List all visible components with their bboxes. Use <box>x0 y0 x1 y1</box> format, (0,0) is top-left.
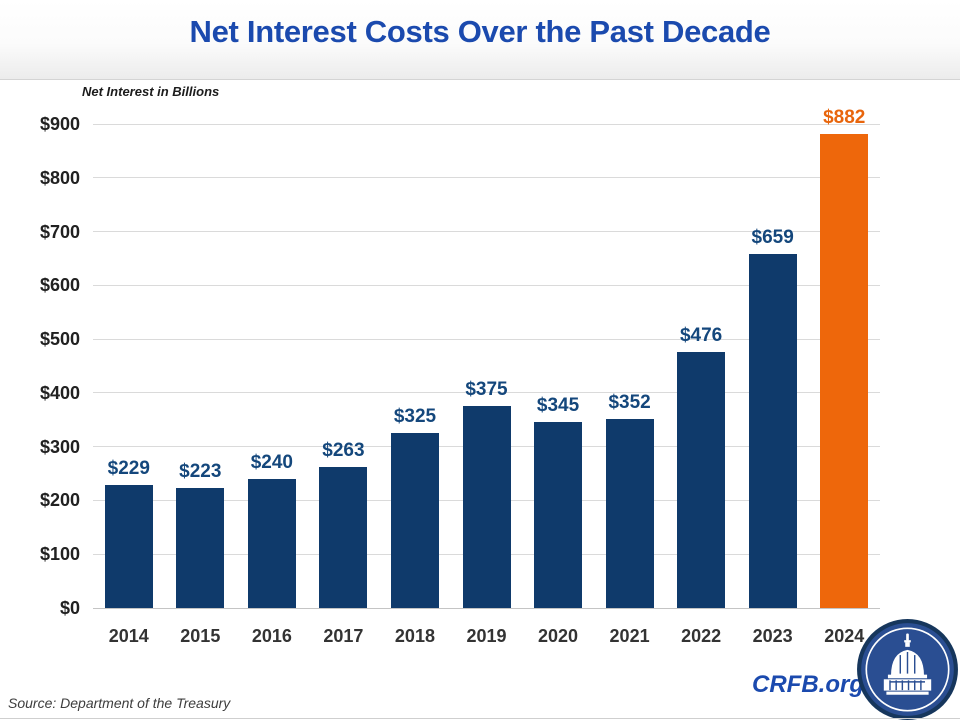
gridline <box>93 231 880 233</box>
y-tick-label: $500 <box>39 329 80 350</box>
bar-value-label: $223 <box>179 461 222 483</box>
y-tick-label: $0 <box>59 598 80 618</box>
bar-value-label: $476 <box>679 325 723 347</box>
y-tick-label: $800 <box>39 167 80 188</box>
y-tick-label: $900 <box>39 114 80 134</box>
bar-2019 <box>462 406 511 608</box>
x-tick-label: 2024 <box>824 626 865 646</box>
page-title: Net Interest Costs Over the Past Decade <box>189 14 771 49</box>
bar-value-label: $263 <box>322 439 365 461</box>
source-note: Source: Department of the Treasury <box>8 695 231 711</box>
bar-value-label: $352 <box>608 391 651 413</box>
gridline <box>93 338 880 340</box>
gridline <box>93 177 880 179</box>
y-tick-label: $700 <box>39 221 80 242</box>
x-tick-label: 2016 <box>251 626 292 646</box>
gridline <box>93 392 880 394</box>
bar-value-label: $882 <box>823 106 866 128</box>
y-tick-label: $600 <box>39 275 80 296</box>
bar-2018 <box>390 433 439 608</box>
y-tick-label: $200 <box>39 490 80 511</box>
y-tick-label: $300 <box>39 436 80 457</box>
bottom-divider <box>0 718 960 719</box>
bar-2014 <box>104 484 153 608</box>
bar-2020 <box>534 422 583 608</box>
brand-text: CRFB.org <box>752 671 864 698</box>
x-tick-label: 2018 <box>394 626 435 646</box>
crfb-capitol-logo-icon <box>857 619 958 720</box>
gridline <box>93 284 880 286</box>
bar-2015 <box>176 488 225 608</box>
y-tick-label: $100 <box>39 544 80 565</box>
x-tick-label: 2014 <box>108 626 149 646</box>
bar-2024 <box>820 133 869 608</box>
bar-2021 <box>605 418 654 608</box>
y-axis-caption: Net Interest in Billions <box>82 84 220 99</box>
bar-2017 <box>319 466 368 608</box>
bar-value-label: $345 <box>536 395 580 417</box>
x-tick-label: 2022 <box>681 626 722 646</box>
bar-value-label: $229 <box>107 457 150 479</box>
bar-value-label: $240 <box>250 451 293 473</box>
x-tick-label: 2015 <box>180 626 221 646</box>
bar-value-label: $659 <box>751 226 794 248</box>
x-tick-label: 2021 <box>609 626 650 646</box>
bar-value-label: $375 <box>465 379 508 401</box>
x-tick-label: 2023 <box>752 626 793 646</box>
bar-2016 <box>247 478 296 608</box>
gridline <box>93 123 880 125</box>
y-tick-label: $400 <box>39 382 80 403</box>
bar-2022 <box>677 352 726 608</box>
x-tick-label: 2017 <box>323 626 364 646</box>
x-tick-label: 2019 <box>466 626 507 646</box>
x-tick-label: 2020 <box>538 626 579 646</box>
header-band <box>0 0 960 80</box>
plot-area: $229 $223 $240 $263 $325 $375 $345 $352 $476 $659… <box>93 107 880 609</box>
bar-value-label: $325 <box>393 406 437 428</box>
bar-2023 <box>748 253 797 608</box>
